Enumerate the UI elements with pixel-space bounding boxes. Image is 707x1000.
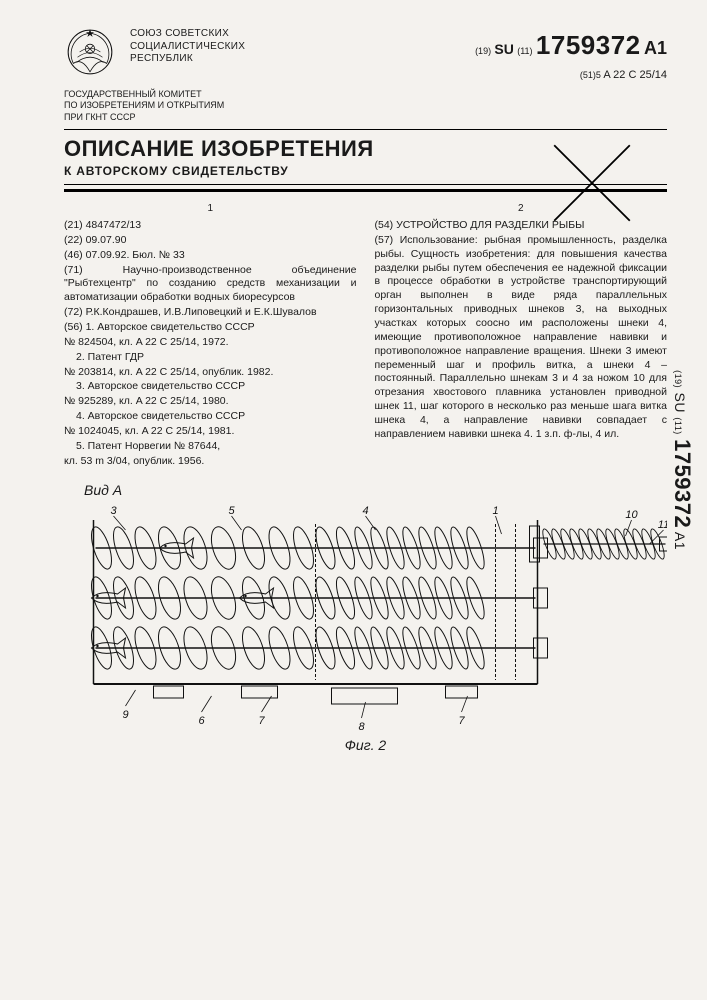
side-19: (19) <box>673 370 683 388</box>
cite-2b: № 203814, кл. A 22 C 25/14, опублик. 198… <box>64 366 357 380</box>
figure-area: Вид A 3 9 6 7 8 7 5 4 1 10 11 Фиг. 2 <box>64 482 667 753</box>
column-1: 1 (21) 4847472/13 (22) 09.07.90 (46) 07.… <box>64 202 357 470</box>
patent-number: 1759372 <box>536 30 641 60</box>
cite-1: № 824504, кл. A 22 C 25/14, 1972. <box>64 336 357 350</box>
svg-text:9: 9 <box>122 709 128 721</box>
publication-codes: (19) SU (11) 1759372 A1 (51)5 A 22 C 25/… <box>475 26 667 81</box>
code-19: (19) <box>475 46 491 56</box>
technical-drawing: 3 9 6 7 8 7 5 4 1 10 11 <box>64 500 667 730</box>
kind-code: A1 <box>644 38 667 58</box>
svg-text:4: 4 <box>362 505 368 517</box>
issuer-name: СОЮЗ СОВЕТСКИХ СОЦИАЛИСТИЧЕСКИХ РЕСПУБЛИ… <box>130 26 245 66</box>
committee-name: ГОСУДАРСТВЕННЫЙ КОМИТЕТ ПО ИЗОБРЕТЕНИЯМ … <box>64 89 667 123</box>
cite-2a: 2. Патент ГДР <box>64 351 357 365</box>
svg-text:7: 7 <box>258 715 265 727</box>
field-57: (57) Использование: рыбная промышленност… <box>375 234 668 442</box>
side-11: (11) <box>673 417 683 434</box>
cite-5a: 5. Патент Норвегии № 87644, <box>64 440 357 454</box>
field-22: (22) 09.07.90 <box>64 234 357 248</box>
field-21: (21) 4847472/13 <box>64 219 357 233</box>
column-2: 2 (54) УСТРОЙСТВО ДЛЯ РАЗДЕЛКИ РЫБЫ (57)… <box>375 202 668 470</box>
side-cc: SU <box>672 393 688 413</box>
field-71: (71) Научно-производственное объединение… <box>64 264 357 306</box>
patent-page: СОЮЗ СОВЕТСКИХ СОЦИАЛИСТИЧЕСКИХ РЕСПУБЛИ… <box>0 0 707 773</box>
side-number: 1759372 <box>670 439 695 528</box>
ipc-prefix: (51)5 <box>580 70 601 80</box>
view-label: Вид A <box>84 482 667 498</box>
cite-3b: № 925289, кл. A 22 C 25/14, 1980. <box>64 395 357 409</box>
col-number: 1 <box>64 202 357 215</box>
cite-5b: кл. 53 m 3/04, опублик. 1956. <box>64 455 357 469</box>
side-suffix: A1 <box>672 532 688 550</box>
cite-4b: № 1024045, кл. A 22 C 25/14, 1981. <box>64 425 357 439</box>
svg-text:3: 3 <box>110 505 117 517</box>
figure-caption: Фиг. 2 <box>64 737 667 753</box>
two-column-body: 1 (21) 4847472/13 (22) 09.07.90 (46) 07.… <box>64 202 667 470</box>
cite-3a: 3. Авторское свидетельство СССР <box>64 380 357 394</box>
svg-text:7: 7 <box>458 715 465 727</box>
code-11: (11) <box>517 46 532 56</box>
divider <box>64 129 667 130</box>
field-46: (46) 07.09.92. Бюл. № 33 <box>64 249 357 263</box>
svg-text:11: 11 <box>658 519 667 531</box>
cite-4a: 4. Авторское свидетельство СССР <box>64 410 357 424</box>
ussr-emblem-icon <box>64 26 116 78</box>
country-code: SU <box>494 41 513 57</box>
svg-text:5: 5 <box>228 505 235 517</box>
side-patent-code: (19) SU (11) 1759372 A1 <box>669 370 695 550</box>
svg-text:6: 6 <box>198 715 205 727</box>
field-72: (72) Р.К.Кондрашев, И.В.Липовецкий и Е.К… <box>64 306 357 320</box>
svg-text:1: 1 <box>492 505 498 517</box>
svg-text:10: 10 <box>625 509 638 521</box>
ipc-code: A 22 C 25/14 <box>603 69 667 81</box>
field-56-lead: (56) 1. Авторское свидетельство СССР <box>64 321 357 335</box>
header-row: СОЮЗ СОВЕТСКИХ СОЦИАЛИСТИЧЕСКИХ РЕСПУБЛИ… <box>64 26 667 81</box>
cross-mark-icon <box>547 138 637 228</box>
svg-text:8: 8 <box>358 721 365 730</box>
